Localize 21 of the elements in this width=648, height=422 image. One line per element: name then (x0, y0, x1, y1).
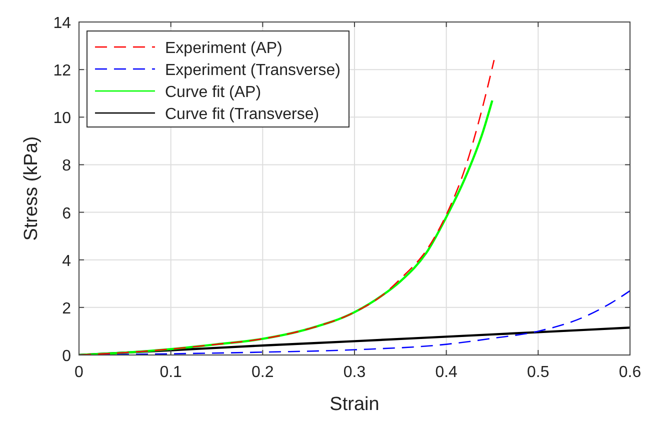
y-tick-label: 6 (62, 205, 72, 222)
x-tick-label: 0.6 (618, 364, 642, 381)
x-tick-label: 0.3 (343, 364, 366, 381)
legend-label: Curve fit (Transverse) (165, 106, 320, 123)
y-tick-label: 12 (53, 62, 72, 80)
legend-label: Experiment (AP) (165, 40, 282, 57)
y-tick-label: 0 (62, 348, 72, 365)
x-tick-label: 0.1 (160, 364, 182, 381)
y-axis-title: Stress (kPa) (21, 136, 42, 241)
x-axis-title: Strain (330, 394, 380, 415)
x-tick-label: 0.5 (527, 364, 550, 381)
legend-label: Curve fit (AP) (165, 84, 262, 101)
y-tick-label: 14 (53, 15, 72, 32)
x-tick-label: 0.2 (252, 364, 274, 381)
x-tick-label: 0.4 (435, 364, 458, 381)
y-tick-label: 2 (62, 300, 72, 318)
y-tick-label: 4 (62, 252, 72, 270)
legend-label: Experiment (Transverse) (165, 62, 340, 79)
x-tick-label: 0 (74, 364, 84, 381)
y-tick-label: 8 (62, 158, 72, 175)
y-tick-label: 10 (53, 110, 72, 128)
